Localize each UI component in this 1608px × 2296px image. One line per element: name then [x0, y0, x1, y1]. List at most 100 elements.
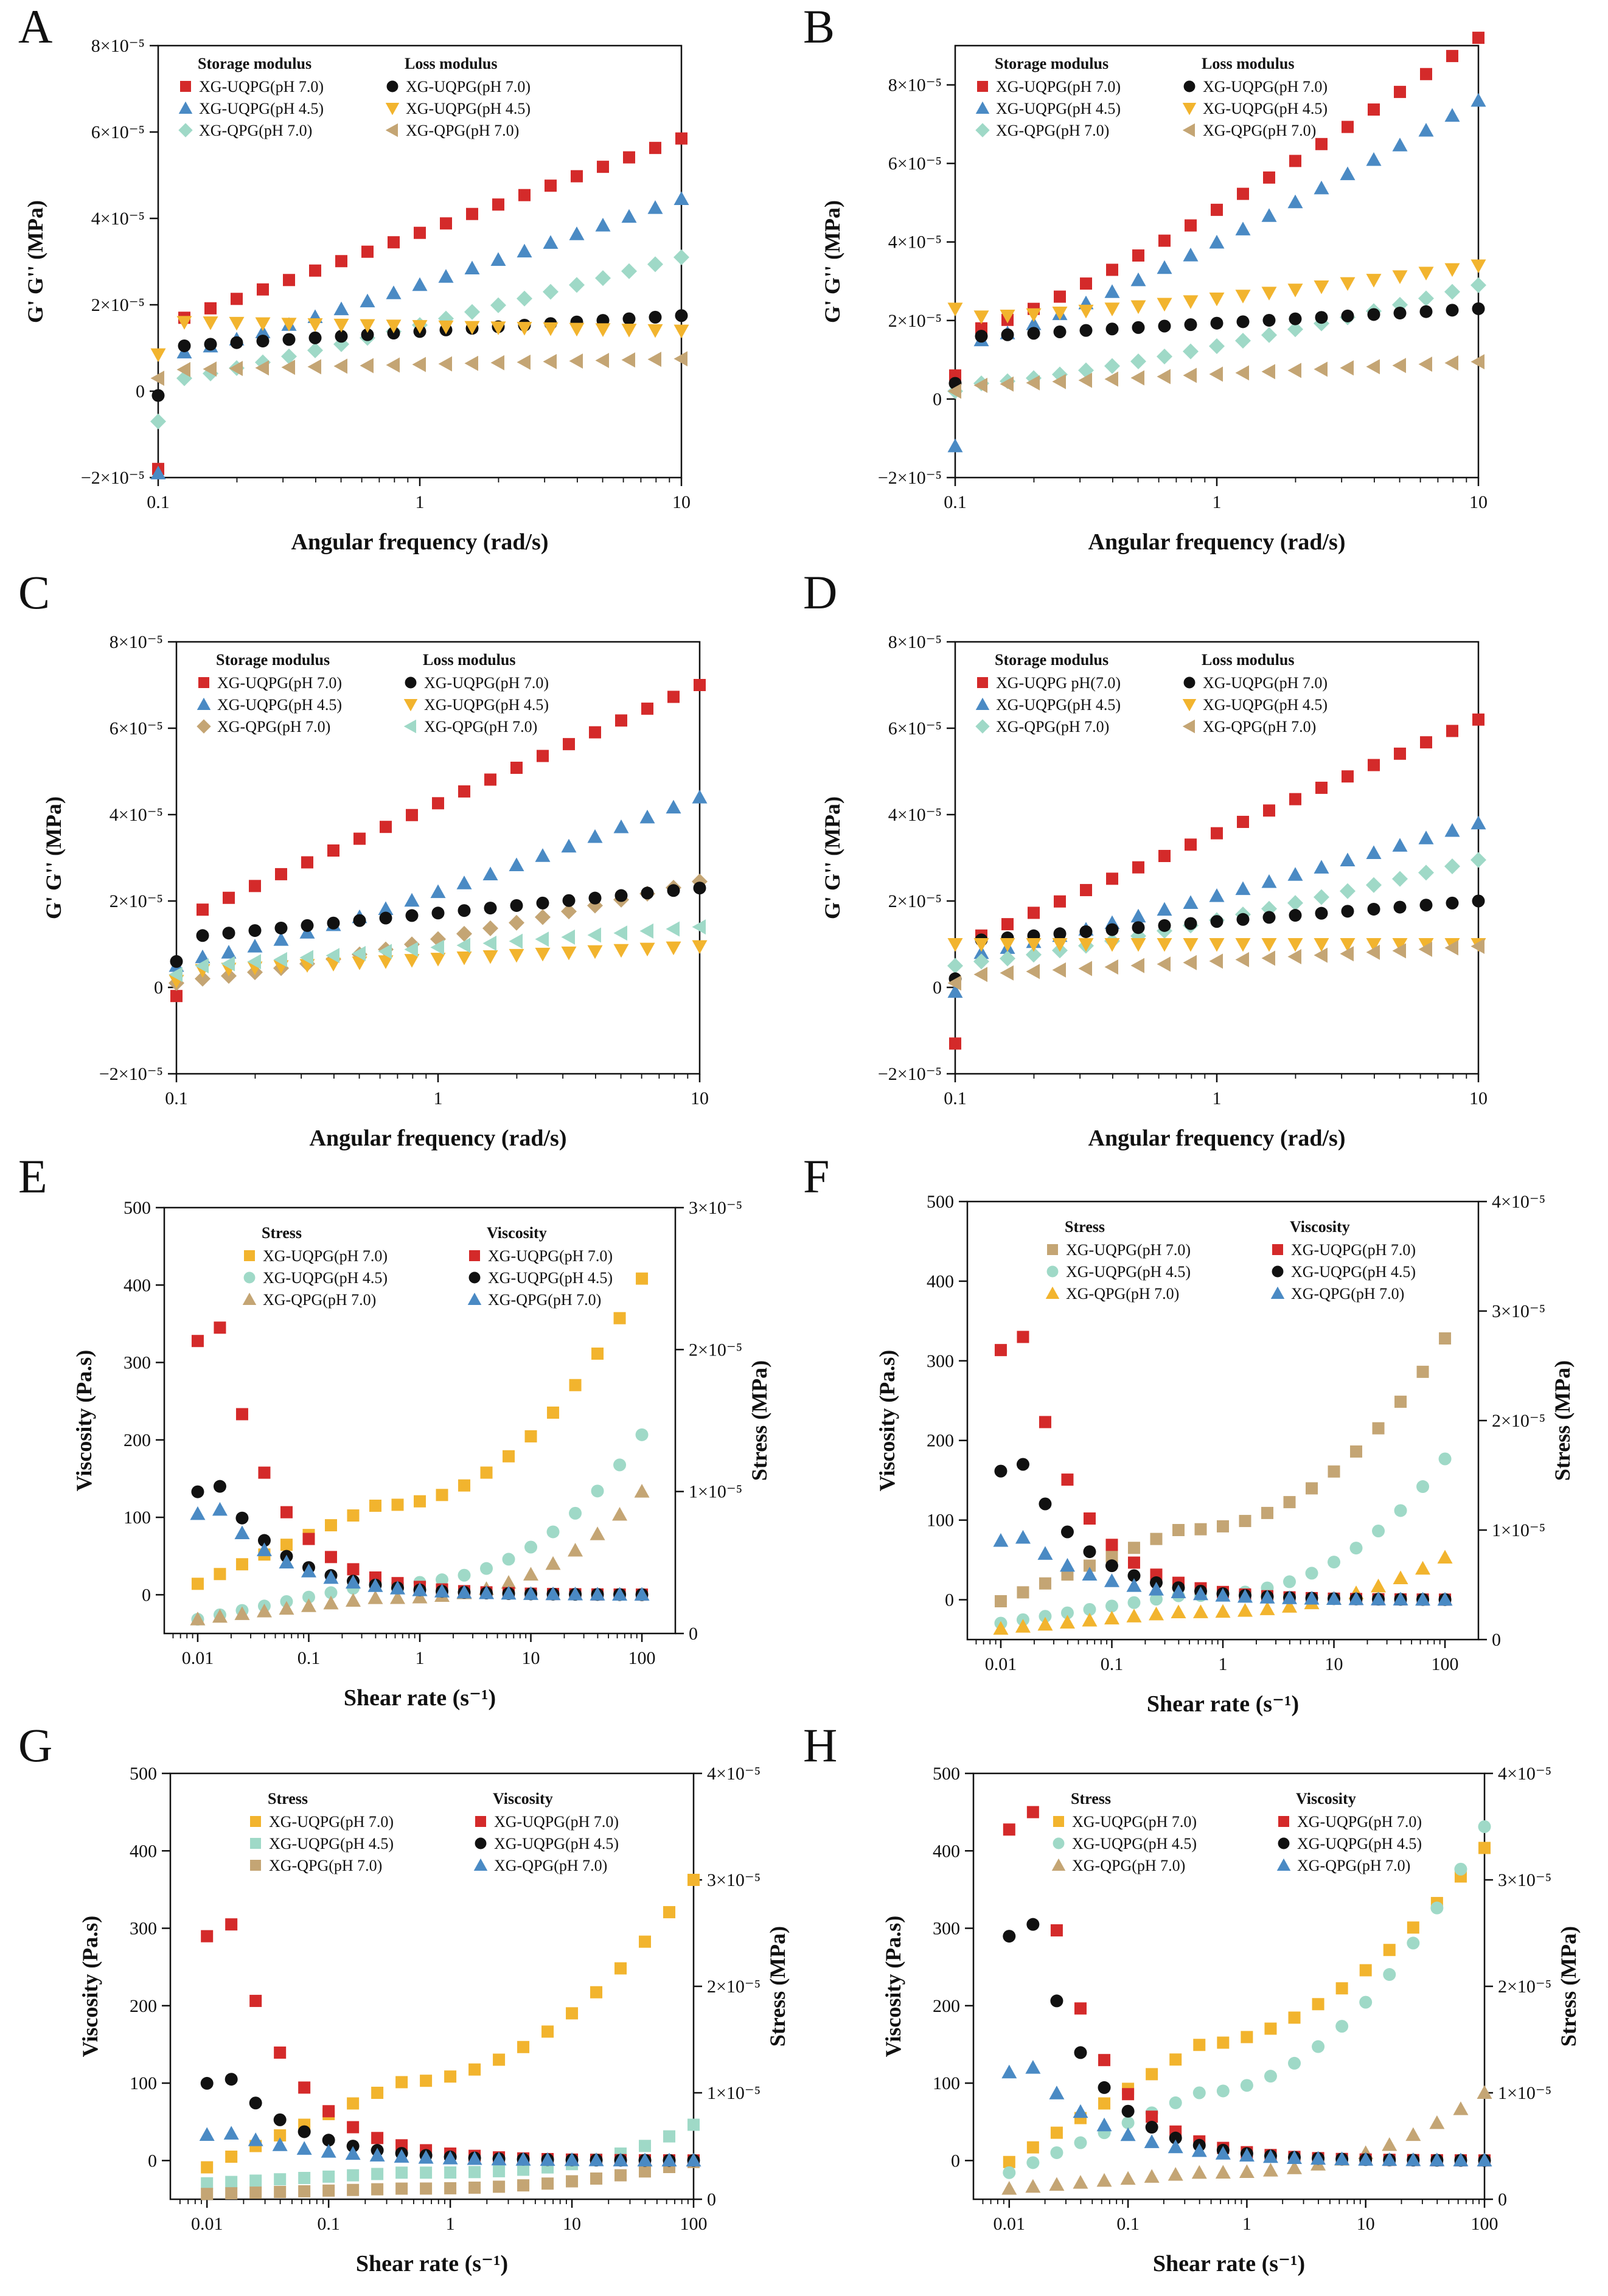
- data-point-loss-modulus-4: [281, 318, 297, 332]
- y-tick-label: 4×10⁻⁵: [110, 805, 163, 825]
- data-point-storage-modulus-0: [283, 274, 295, 287]
- data-point-stress-1: [1416, 1480, 1430, 1494]
- data-point-loss-modulus-3: [667, 884, 680, 897]
- data-point-viscosity-5: [412, 1582, 428, 1596]
- data-point-loss-modulus-5: [1261, 950, 1275, 966]
- data-point-viscosity-5: [1144, 2134, 1160, 2148]
- data-point-loss-modulus-4: [1235, 290, 1251, 304]
- data-point-loss-modulus-5: [973, 967, 987, 983]
- data-point-loss-modulus-3: [301, 919, 314, 932]
- data-point-stress-2: [1082, 1613, 1098, 1627]
- data-point-stress-0: [524, 1430, 537, 1442]
- data-point-loss-modulus-5: [307, 359, 321, 375]
- legend-marker: [1182, 103, 1197, 116]
- data-point-loss-modulus-5: [561, 929, 575, 945]
- data-point-stress-1: [1349, 1542, 1363, 1555]
- legend-marker: [467, 1292, 482, 1305]
- legend-header: Viscosity: [493, 1790, 553, 1807]
- legend-marker: [1272, 1265, 1284, 1278]
- data-point-stress-1: [1312, 2040, 1325, 2053]
- data-point-loss-modulus-5: [973, 377, 987, 393]
- data-point-viscosity-5: [1001, 2064, 1017, 2079]
- data-point-stress-0: [1026, 2141, 1039, 2154]
- data-point-loss-modulus-4: [1000, 310, 1015, 324]
- y-tick-label: −2×10⁻⁵: [878, 468, 942, 488]
- x-axis-label: Angular frequency (rad/s): [291, 529, 549, 555]
- data-point-stress-0: [1039, 1577, 1051, 1590]
- legend-header: Stress: [1071, 1790, 1111, 1807]
- data-point-stress-2: [298, 2185, 311, 2197]
- data-point-stress-0: [1017, 1586, 1029, 1599]
- data-point-stress-1: [502, 1553, 515, 1566]
- data-point-loss-modulus-5: [299, 950, 313, 965]
- data-point-viscosity-4: [235, 1511, 249, 1525]
- data-point-stress-0: [468, 2063, 481, 2076]
- y-tick-label: 100: [130, 2073, 157, 2093]
- data-point-viscosity-5: [1405, 2152, 1421, 2166]
- data-point-stress-0: [1264, 2022, 1277, 2035]
- data-point-stress-1: [569, 1506, 582, 1520]
- data-point-stress-2: [1393, 1570, 1408, 1584]
- legend-header: Stress: [262, 1224, 302, 1242]
- data-point-viscosity-5: [1049, 2086, 1065, 2099]
- y-tick-label: −2×10⁻⁵: [99, 1064, 163, 1084]
- legend-header: Storage modulus: [995, 651, 1109, 669]
- data-point-stress-1: [1454, 1862, 1467, 1876]
- data-point-loss-modulus-4: [973, 938, 989, 952]
- legend-marker: [385, 123, 398, 137]
- data-point-stress-0: [274, 2129, 287, 2141]
- y-right-tick-label: 0: [689, 1624, 698, 1644]
- data-point-stress-0: [371, 2087, 384, 2099]
- data-point-storage-modulus-0: [1289, 155, 1301, 167]
- data-point-viscosity-3: [258, 1466, 271, 1479]
- data-point-storage-modulus-1: [438, 269, 454, 283]
- data-point-viscosity-3: [1050, 1924, 1063, 1936]
- data-point-loss-modulus-3: [1210, 915, 1223, 928]
- legend-entry: XG-UQPG(pH 7.0): [996, 78, 1121, 96]
- y-tick-label: 0: [933, 978, 942, 998]
- data-point-storage-modulus-0: [1211, 203, 1223, 216]
- data-point-storage-modulus-0: [1237, 815, 1249, 828]
- legend-marker: [197, 719, 211, 734]
- legend-marker: [244, 1250, 255, 1261]
- data-point-stress-1: [635, 1428, 649, 1441]
- data-point-loss-modulus-3: [1367, 308, 1380, 321]
- data-point-loss-modulus-4: [1235, 938, 1251, 952]
- data-point-loss-modulus-3: [693, 882, 706, 895]
- data-point-stress-0: [201, 2161, 214, 2174]
- legend-entry: XG-QPG(pH 7.0): [1066, 1285, 1179, 1303]
- data-point-loss-modulus-4: [203, 316, 218, 330]
- data-point-loss-modulus-4: [543, 322, 559, 336]
- data-point-loss-modulus-4: [307, 318, 323, 332]
- data-point-viscosity-4: [200, 2076, 214, 2090]
- y-right-tick-label: 2×10⁻⁵: [689, 1340, 742, 1360]
- data-point-stress-0: [566, 2007, 579, 2020]
- chart-panel-f: F 0.01 0.1 1 10 100 0 100 200 300 400 500 0 1×10⁻⁵ 2×1…: [803, 1150, 1575, 1717]
- data-point-viscosity-5: [1015, 1529, 1031, 1544]
- data-point-stress-0: [613, 1312, 626, 1324]
- data-point-storage-modulus-2: [1104, 358, 1120, 374]
- y-tick-label: 300: [130, 1919, 157, 1939]
- data-point-loss-modulus-3: [641, 886, 654, 900]
- data-point-loss-modulus-4: [404, 954, 420, 968]
- data-point-storage-modulus-0: [1289, 793, 1301, 805]
- legend-marker: [1051, 1858, 1066, 1871]
- panel-letter: F: [803, 1150, 829, 1203]
- legend-entry: XG-UQPG(pH 4.5): [1072, 1835, 1197, 1852]
- data-point-loss-modulus-5: [587, 927, 601, 943]
- data-point-viscosity-5: [1382, 2152, 1397, 2166]
- data-point-stress-1: [444, 2166, 457, 2179]
- data-point-loss-modulus-3: [327, 916, 340, 930]
- data-point-stress-0: [391, 1498, 404, 1511]
- data-point-storage-modulus-1: [569, 226, 585, 240]
- data-point-storage-modulus-2: [561, 903, 577, 920]
- data-point-loss-modulus-4: [412, 320, 428, 334]
- legend-header: Storage modulus: [198, 55, 312, 72]
- x-tick-label: 100: [1432, 1654, 1459, 1674]
- data-point-storage-modulus-1: [647, 200, 663, 214]
- legend-entry: XG-QPG(pH 7.0): [199, 122, 312, 139]
- data-point-stress-1: [347, 2169, 360, 2182]
- data-point-storage-modulus-0: [466, 207, 478, 220]
- data-point-loss-modulus-3: [649, 310, 662, 324]
- legend-entry: XG-UQPG(pH 4.5): [1203, 100, 1328, 117]
